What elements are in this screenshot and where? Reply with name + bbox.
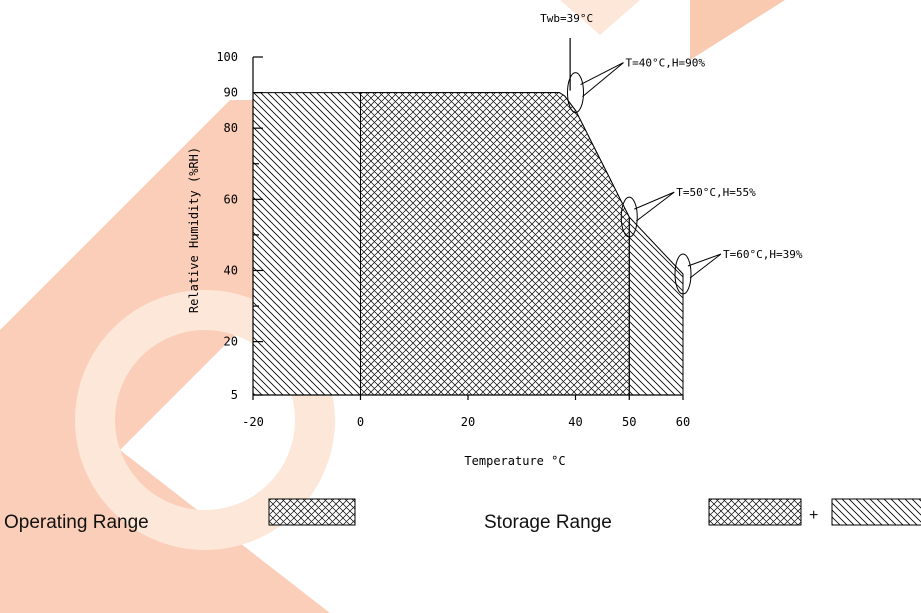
annotation-callout-ring: [567, 72, 584, 114]
y-tick-label: 100: [216, 50, 238, 64]
annotation-callout-ring: [620, 196, 638, 238]
legend-storage-swatch-storage: [831, 498, 921, 526]
x-axis-ticks: -20 0 20 40 50 60: [242, 395, 690, 429]
x-tick-label: 40: [568, 415, 582, 429]
x-tick-label: 20: [461, 415, 475, 429]
watermark-ring: [75, 290, 335, 550]
y-tick-label: 20: [224, 335, 238, 349]
annotation-callout-pointer: [687, 253, 722, 279]
annotation-callout-ring: [674, 253, 692, 295]
annotation-point-label: T=40°C,H=90%: [626, 57, 706, 70]
annotation-callout-pointer: [580, 62, 624, 97]
y-axis-ticks: 100 90 80 60 40 20 5: [216, 50, 263, 402]
y-axis-label: Relative Humidity (%RH): [187, 147, 201, 313]
x-tick-label: 0: [357, 415, 364, 429]
legend-storage-label: Storage Range: [484, 512, 612, 533]
annotations: Twb=39°C T=40°C,H=90% T=50°C,H=55% T=60°C,H…: [540, 12, 803, 295]
watermark: [0, 0, 785, 613]
annotation-callout-pointer: [634, 191, 675, 222]
legend-storage-swatch-operating: [708, 498, 802, 526]
y-tick-label: 90: [224, 86, 238, 100]
operating-region: [360, 92, 630, 396]
annotation-point-label: T=60°C,H=39%: [723, 248, 803, 261]
watermark-arrow: [690, 0, 785, 60]
x-tick-label: -20: [242, 415, 264, 429]
legend-plus: +: [809, 507, 818, 524]
x-tick-label: 60: [676, 415, 690, 429]
x-axis-label: Temperature °C: [464, 454, 565, 468]
annotation-wet-bulb: Twb=39°C: [540, 12, 593, 25]
y-tick-label: 40: [224, 263, 238, 277]
legend-operating-label: Operating Range: [4, 512, 149, 533]
legend: Operating Range Storage Range +: [4, 498, 921, 533]
y-tick-label: 5: [231, 388, 238, 402]
legend-operating-swatch: [268, 498, 356, 526]
annotation-point-label: T=50°C,H=55%: [676, 186, 756, 199]
y-tick-label: 60: [224, 192, 238, 206]
x-tick-label: 50: [622, 415, 636, 429]
y-tick-label: 80: [224, 121, 238, 135]
watermark-arrow-light: [560, 0, 640, 35]
